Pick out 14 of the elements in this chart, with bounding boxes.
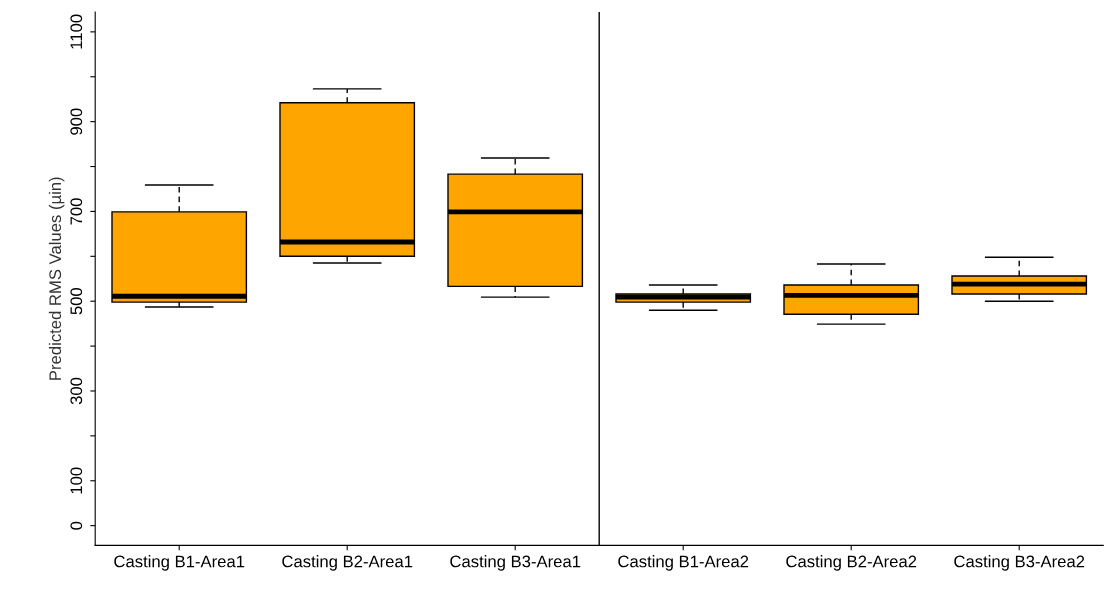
x-tick-label: Casting B3-Area1 (450, 555, 581, 571)
y-tick-label: 300 (70, 377, 83, 405)
y-tick-label: 900 (70, 108, 83, 135)
y-tick-label: 500 (70, 287, 83, 315)
x-tick-label: Casting B3-Area2 (954, 555, 1085, 571)
x-tick-label: Casting B1-Area2 (618, 555, 749, 571)
x-tick-label: Casting B2-Area1 (282, 555, 413, 571)
y-tick-label: 0 (70, 521, 83, 530)
x-tick-label: Casting B1-Area1 (114, 555, 245, 571)
y-tick-label: 700 (70, 198, 83, 225)
x-tick-label: Casting B2-Area2 (786, 555, 917, 571)
y-tick-label: 1100 (70, 14, 83, 49)
y-tick-label: 100 (70, 467, 83, 494)
y-axis-title: Predicted RMS Values (µin) (48, 177, 65, 380)
